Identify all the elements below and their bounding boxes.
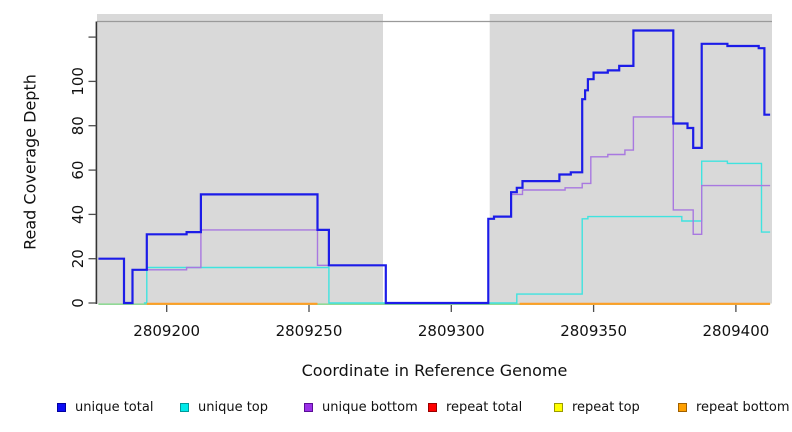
series-unique-bottom <box>129 116 771 304</box>
y-axis-title: Read Coverage Depth <box>20 74 40 250</box>
legend-item-unique-total: unique total <box>57 396 153 418</box>
coverage-gap-region <box>383 14 490 304</box>
legend-label: unique top <box>198 399 269 415</box>
repeat-top-swatch-icon <box>554 402 563 412</box>
legend-label: repeat top <box>572 399 640 415</box>
unique-bottom-swatch-icon <box>304 402 313 412</box>
unique-top-swatch-icon <box>180 402 189 412</box>
repeat-total-swatch-icon <box>428 402 437 412</box>
legend-label: unique bottom <box>322 399 418 415</box>
y-tick-label: 100 <box>69 67 87 96</box>
legend-item-repeat-bottom: repeat bottom <box>678 396 790 418</box>
x-tick-label: 2809350 <box>560 322 627 340</box>
legend-item-repeat-top: repeat top <box>554 396 640 418</box>
series-unique-top <box>143 160 771 304</box>
legend-label: repeat bottom <box>696 399 790 415</box>
x-axis-title: Coordinate in Reference Genome <box>301 361 568 380</box>
legend: unique total unique top unique bottom re… <box>0 396 792 424</box>
legend-item-unique-top: unique top <box>180 396 268 418</box>
x-tick-label: 2809400 <box>702 322 769 340</box>
y-tick-label: 40 <box>69 205 87 224</box>
x-tick-label: 2809250 <box>276 322 343 340</box>
unique-total-swatch-icon <box>57 402 66 412</box>
legend-label: unique total <box>75 399 154 415</box>
y-tick-label: 0 <box>69 298 87 308</box>
legend-item-unique-bottom: unique bottom <box>304 396 418 418</box>
x-tick-label: 2809300 <box>418 322 485 340</box>
repeat-bottom-swatch-icon <box>678 402 687 412</box>
legend-item-repeat-total: repeat total <box>428 396 522 418</box>
y-tick-label: 20 <box>69 249 87 268</box>
y-tick-label: 60 <box>69 161 87 180</box>
y-tick-label: 80 <box>69 116 87 135</box>
series-unique-total <box>98 29 771 305</box>
x-tick-label: 2809200 <box>133 322 200 340</box>
legend-label: repeat total <box>446 399 523 415</box>
